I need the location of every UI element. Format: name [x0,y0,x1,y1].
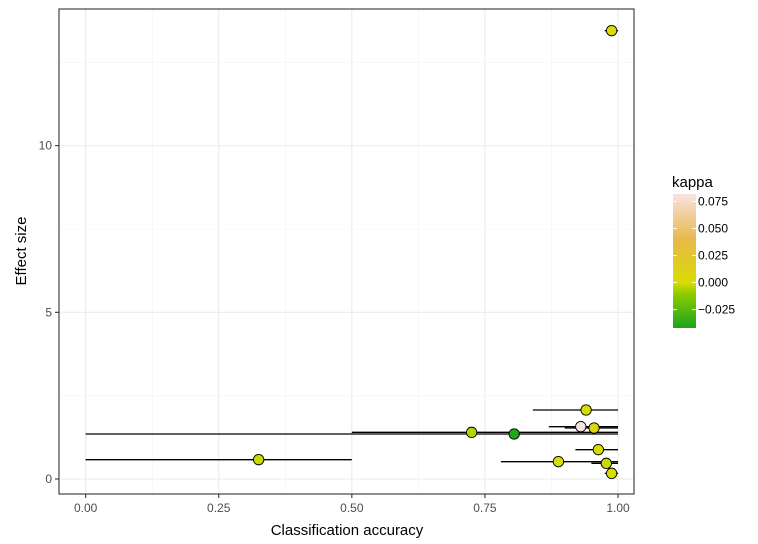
x-tick-label: 0.75 [473,501,497,515]
x-tick-label: 0.00 [74,501,98,515]
data-point [605,25,618,37]
x-tick-label: 1.00 [606,501,630,515]
legend-tick-label: 0.075 [698,195,728,209]
plot-border [58,8,635,495]
legend-tick-label: 0.025 [698,249,728,263]
data-point [600,457,612,469]
data-point [580,404,592,416]
data-point [508,428,520,440]
data-point [592,444,604,456]
grid [59,9,634,494]
data-point [575,421,587,433]
plot-panel [59,9,634,494]
legend-tick-label: 0.000 [698,276,728,290]
data-point [465,426,478,438]
legend-colorbar [673,194,696,328]
data-point [253,454,265,466]
y-axis: 0 5 10 [39,139,59,486]
x-tick-label: 0.50 [340,501,364,515]
x-axis-title: Classification accuracy [271,522,424,539]
data-point [605,467,618,479]
legend-tick-label: 0.050 [698,222,728,236]
legend-title: kappa [672,174,714,191]
y-tick-label: 10 [39,139,53,153]
data-points [253,25,618,479]
x-axis: 0.00 0.25 0.50 0.75 1.00 [74,494,630,515]
legend-tick-label: −0.025 [698,303,735,317]
y-tick-label: 5 [45,305,52,319]
data-point [552,456,565,468]
y-tick-label: 0 [45,472,52,486]
color-legend: kappa 0.075 0.050 0.025 0.000 −0.025 [672,174,735,328]
y-axis-title: Effect size [13,217,30,286]
data-point [588,422,600,434]
x-tick-label: 0.25 [207,501,231,515]
